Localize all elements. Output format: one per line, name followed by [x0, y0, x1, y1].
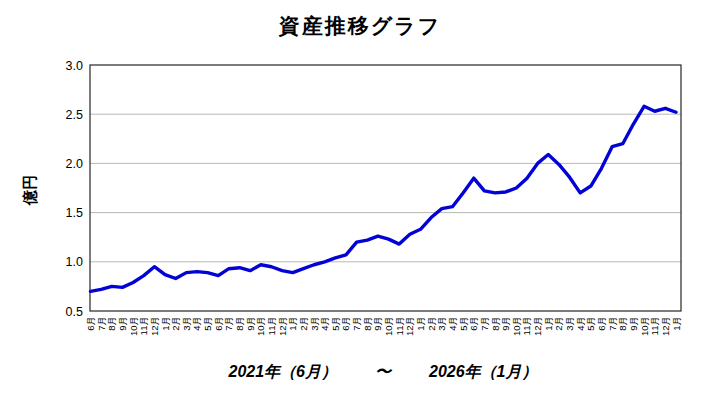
x-tick-label: 9月	[372, 316, 383, 331]
x-tick-label: 7月	[607, 316, 618, 331]
x-tick-label: 5月	[585, 316, 596, 331]
period-footer: 2021年（6月） 〜 2026年（1月）	[229, 362, 538, 383]
x-tick-label: 12月	[660, 316, 671, 336]
x-tick-label: 6月	[213, 316, 224, 331]
x-tick-label: 5月	[202, 316, 213, 331]
x-tick-label: 6月	[340, 316, 351, 331]
x-tick-label: 2月	[553, 316, 564, 331]
x-tick-label: 2月	[298, 316, 309, 331]
x-tick-label: 9月	[117, 316, 128, 331]
period-end-label: 2026年（1月）	[429, 362, 538, 383]
x-tick-label: 6月	[85, 316, 96, 331]
x-tick-label: 3月	[436, 316, 447, 331]
y-tick-label: 2.0	[66, 157, 83, 171]
x-tick-label: 8月	[490, 316, 501, 331]
x-tick-label: 10月	[255, 316, 266, 336]
x-tick-label: 8月	[234, 316, 245, 331]
y-tick-label: 2.5	[66, 108, 83, 122]
x-tick-label: 7月	[96, 316, 107, 331]
x-tick-label: 2月	[170, 316, 181, 331]
y-tick-label: 3.0	[66, 59, 83, 73]
x-tick-label: 3月	[181, 316, 192, 331]
x-tick-label: 3月	[309, 316, 320, 331]
x-tick-label: 4月	[447, 316, 458, 331]
period-separator: 〜	[375, 362, 391, 383]
x-tick-label: 9月	[628, 316, 639, 331]
x-tick-label: 10月	[639, 316, 650, 336]
x-tick-label: 5月	[458, 316, 469, 331]
x-tick-label: 12月	[404, 316, 415, 336]
asset-transition-chart-page: 資産推移グラフ 億円 0.51.01.52.02.53.06月7月8月9月10月…	[0, 0, 702, 400]
x-tick-label: 8月	[362, 316, 373, 331]
x-tick-label: 4月	[191, 316, 202, 331]
x-tick-label: 11月	[649, 316, 660, 335]
x-tick-label: 11月	[394, 316, 405, 335]
x-tick-label: 1月	[415, 316, 426, 331]
x-tick-label: 1月	[671, 316, 682, 331]
x-tick-label: 11月	[266, 316, 277, 335]
x-tick-label: 7月	[223, 316, 234, 331]
y-tick-label: 1.5	[66, 206, 83, 220]
x-tick-label: 12月	[149, 316, 160, 336]
x-tick-label: 1月	[543, 316, 554, 331]
x-tick-label: 7月	[351, 316, 362, 331]
x-tick-label: 11月	[521, 316, 532, 335]
x-tick-label: 4月	[319, 316, 330, 331]
x-tick-label: 12月	[277, 316, 288, 336]
x-tick-label: 8月	[106, 316, 117, 331]
x-tick-label: 6月	[468, 316, 479, 331]
x-tick-label: 3月	[564, 316, 575, 331]
x-tick-label: 9月	[500, 316, 511, 331]
x-tick-label: 4月	[575, 316, 586, 331]
x-tick-label: 1月	[160, 316, 171, 331]
x-tick-label: 6月	[596, 316, 607, 331]
asset-line-series	[91, 106, 677, 291]
x-tick-label: 8月	[617, 316, 628, 331]
x-tick-label: 7月	[479, 316, 490, 331]
x-tick-label: 1月	[287, 316, 298, 331]
y-tick-label: 1.0	[66, 255, 83, 269]
x-tick-label: 10月	[128, 316, 139, 336]
x-tick-label: 11月	[138, 316, 149, 335]
period-start-label: 2021年（6月）	[229, 362, 338, 383]
x-tick-label: 10月	[511, 316, 522, 336]
x-tick-label: 10月	[383, 316, 394, 336]
asset-line-chart: 0.51.01.52.02.53.06月7月8月9月10月11月12月1月2月3…	[0, 0, 702, 400]
x-tick-label: 12月	[532, 316, 543, 336]
y-tick-label: 0.5	[66, 305, 83, 319]
x-tick-label: 2月	[426, 316, 437, 331]
x-tick-label: 9月	[245, 316, 256, 331]
x-tick-label: 5月	[330, 316, 341, 331]
plot-border	[90, 65, 681, 311]
